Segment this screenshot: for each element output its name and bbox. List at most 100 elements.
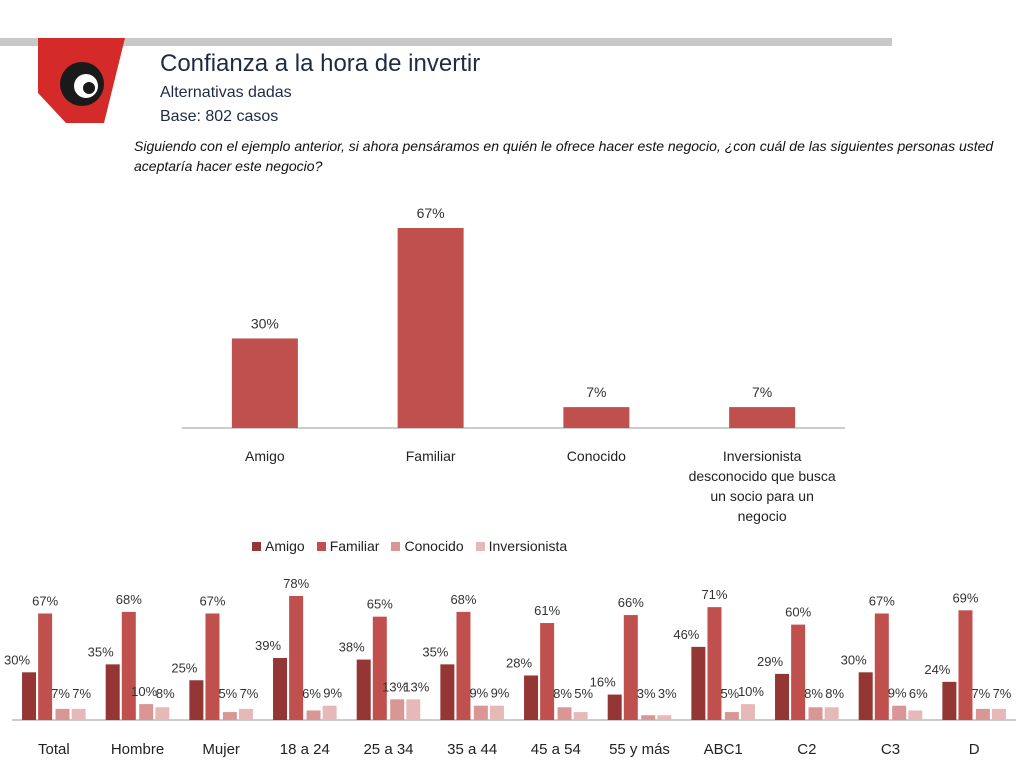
segment-label-2: Hombre <box>111 741 164 758</box>
bar-conocido-6 <box>473 705 488 720</box>
bar-inversionista-11 <box>908 710 923 720</box>
data-label-amigo-7: 28% <box>506 655 532 670</box>
bar-1 <box>231 338 298 428</box>
bar-inversionista-8 <box>657 715 672 720</box>
legend-label-amigo: Amigo <box>265 538 305 554</box>
bar-amigo-12 <box>942 681 957 720</box>
legend-item-inversionista: Inversionista <box>475 538 568 554</box>
bar-familiar-8 <box>623 615 638 720</box>
data-label-familiar-1: 67% <box>32 593 58 608</box>
data-label-amigo-11: 30% <box>841 652 867 667</box>
segment-label-7: 45 a 54 <box>531 741 581 758</box>
bar-inversionista-4 <box>322 705 337 720</box>
data-label-inversionista-1: 7% <box>72 686 91 701</box>
data-label-conocido-4: 6% <box>302 686 321 701</box>
legend-item-familiar: Familiar <box>316 538 380 554</box>
bar-conocido-2 <box>139 704 154 720</box>
bar-conocido-1 <box>55 708 70 720</box>
segment-label-12: D <box>969 741 980 758</box>
data-label-conocido-1: 7% <box>51 686 70 701</box>
data-label-conocido-8: 3% <box>637 686 656 701</box>
data-label-amigo-6: 35% <box>422 644 448 659</box>
page-title: Confianza a la hora de invertir <box>160 50 481 77</box>
data-label-inversionista-9: 10% <box>738 684 764 699</box>
bar-conocido-10 <box>808 707 823 720</box>
segment-label-9: ABC1 <box>704 741 743 758</box>
bar-familiar-5 <box>372 616 387 720</box>
data-label-amigo-8: 16% <box>590 675 616 690</box>
data-label-conocido-5: 13% <box>382 679 408 694</box>
bar-amigo-10 <box>775 673 790 720</box>
data-label-amigo-9: 46% <box>673 627 699 642</box>
data-label-familiar-2: 68% <box>116 592 142 607</box>
data-label-inversionista-4: 9% <box>323 686 342 701</box>
data-label-conocido-11: 9% <box>888 686 907 701</box>
data-label-amigo-12: 24% <box>924 662 950 677</box>
legend-label-conocido: Conocido <box>404 538 464 554</box>
data-label-inversionista-6: 9% <box>491 686 510 701</box>
page-subtitle: Alternativas dadas <box>160 84 292 101</box>
bar-familiar-10 <box>791 624 806 720</box>
category-label-2: Familiar <box>406 448 456 464</box>
bar-amigo-3 <box>189 680 204 720</box>
bar-inversionista-10 <box>824 707 839 720</box>
bar-conocido-4 <box>306 710 321 720</box>
bar-conocido-5 <box>390 699 405 720</box>
data-label-amigo-1: 30% <box>4 652 30 667</box>
bar-conocido-9 <box>724 712 739 720</box>
bar-familiar-7 <box>540 623 555 720</box>
data-label-familiar-3: 67% <box>199 593 225 608</box>
bar-3 <box>563 407 630 428</box>
segment-label-10: C2 <box>797 741 816 758</box>
bar-conocido-7 <box>557 707 572 720</box>
segment-label-8: 55 y más <box>609 741 670 758</box>
bar-inversionista-6 <box>489 705 504 720</box>
data-label-familiar-5: 65% <box>367 597 393 612</box>
bar-inversionista-5 <box>406 699 421 720</box>
data-label-familiar-8: 66% <box>618 595 644 610</box>
data-label-familiar-6: 68% <box>450 592 476 607</box>
company-logo <box>38 38 125 123</box>
bar-inversionista-3 <box>238 708 253 720</box>
bar-familiar-6 <box>456 611 471 720</box>
bar-amigo-4 <box>273 658 288 720</box>
bar-inversionista-7 <box>573 712 588 720</box>
legend-label-inversionista: Inversionista <box>488 538 568 554</box>
data-label-conocido-6: 9% <box>469 686 488 701</box>
legend-swatch-amigo <box>252 541 261 551</box>
data-label-amigo-5: 38% <box>339 640 365 655</box>
data-label-conocido-7: 8% <box>553 686 572 701</box>
data-label-conocido-3: 5% <box>218 686 237 701</box>
legend-item-conocido: Conocido <box>391 538 464 554</box>
legend-swatch-inversionista <box>475 541 485 551</box>
data-label-inversionista-11: 6% <box>909 686 928 701</box>
data-label-inversionista-7: 5% <box>574 686 593 701</box>
data-label-1: 30% <box>251 315 279 331</box>
data-label-familiar-7: 61% <box>534 603 560 618</box>
data-label-inversionista-3: 7% <box>240 686 259 701</box>
bar-familiar-2 <box>121 611 136 720</box>
category-label-1: Amigo <box>245 448 285 464</box>
bar-conocido-11 <box>892 705 907 720</box>
data-label-conocido-9: 5% <box>720 686 739 701</box>
bar-inversionista-1 <box>71 708 86 720</box>
bar-2 <box>397 228 464 428</box>
bar-amigo-7 <box>524 675 539 720</box>
legend-label-familiar: Familiar <box>329 538 380 554</box>
survey-question: Siguiendo con el ejemplo anterior, si ah… <box>134 138 994 174</box>
bar-inversionista-2 <box>155 707 170 720</box>
segment-label-1: Total <box>38 741 70 758</box>
legend-swatch-familiar <box>316 541 326 551</box>
bar-familiar-9 <box>707 607 722 720</box>
bar-amigo-2 <box>105 664 120 720</box>
data-label-inversionista-5: 13% <box>403 679 429 694</box>
data-label-amigo-2: 35% <box>88 644 114 659</box>
bar-conocido-3 <box>222 712 237 720</box>
data-label-familiar-10: 60% <box>785 605 811 620</box>
data-label-familiar-11: 67% <box>869 593 895 608</box>
data-label-inversionista-10: 8% <box>825 686 844 701</box>
data-label-conocido-12: 7% <box>971 686 990 701</box>
bar-amigo-8 <box>607 694 622 720</box>
header-bar <box>0 38 892 46</box>
